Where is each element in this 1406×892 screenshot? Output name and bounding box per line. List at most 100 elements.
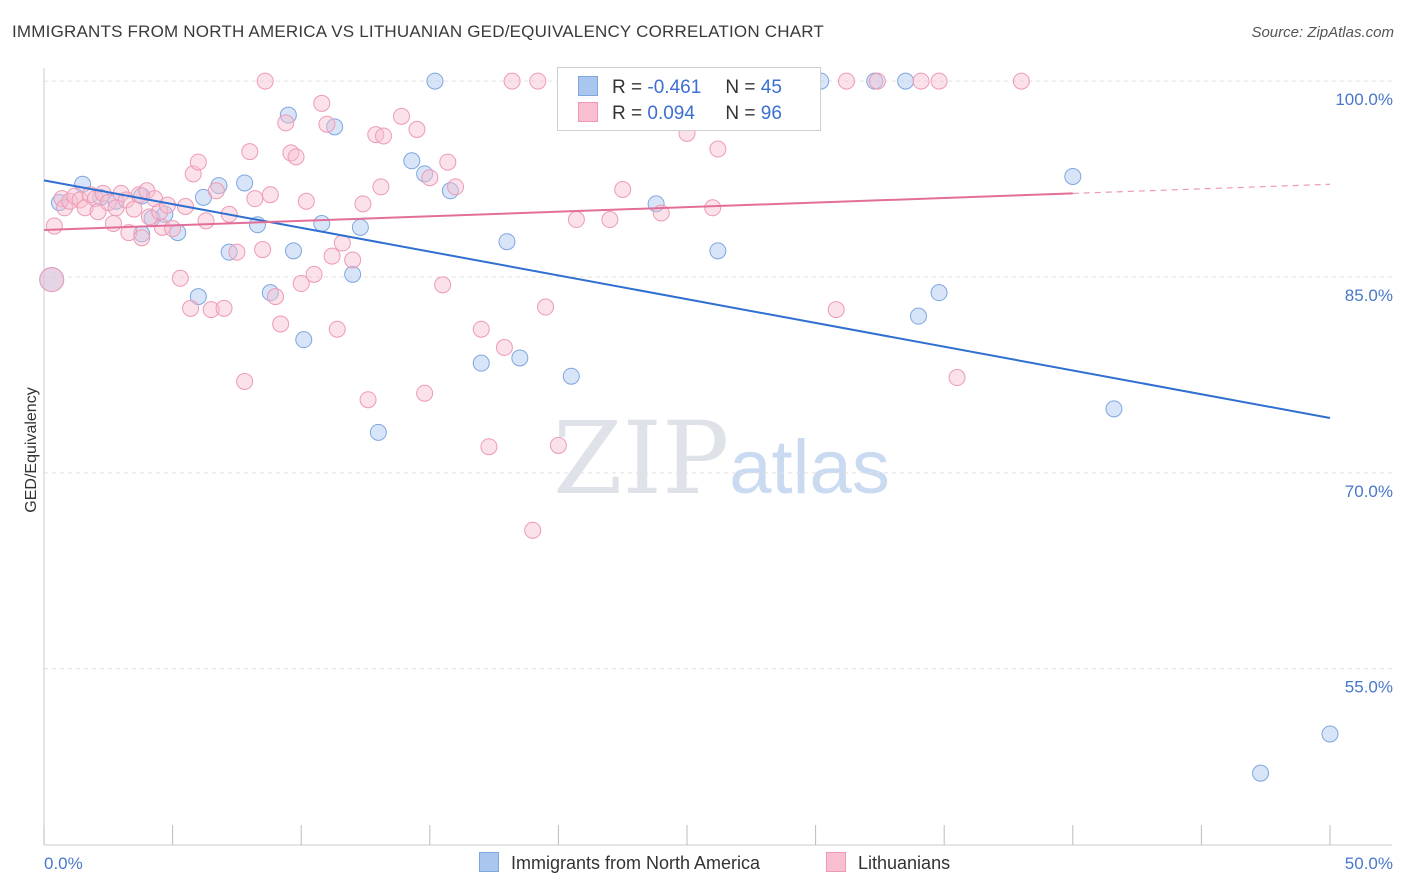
data-point-pink xyxy=(354,195,372,213)
data-point-pink xyxy=(416,384,434,402)
data-point-pink xyxy=(140,208,158,226)
data-point-pink xyxy=(837,72,855,90)
data-point-pink xyxy=(447,178,465,196)
data-point-pink xyxy=(45,217,63,235)
data-point-blue xyxy=(344,265,362,283)
y-tick-label: 70.0% xyxy=(1345,482,1393,501)
data-point-blue xyxy=(295,331,313,349)
data-point-blue xyxy=(403,152,421,170)
trend-line-blue xyxy=(43,179,1331,419)
data-point-pink xyxy=(207,182,225,200)
y-tick-label: 100.0% xyxy=(1335,90,1393,109)
data-point-pink xyxy=(292,275,310,293)
data-point-pink xyxy=(256,72,274,90)
data-point-pink xyxy=(104,214,122,232)
data-point-pink xyxy=(313,94,331,112)
trend-line-extension-pink xyxy=(1072,183,1331,195)
bottom-legend-north-america: Immigrants from North America xyxy=(479,852,760,874)
data-point-blue xyxy=(1252,764,1270,782)
data-point-blue xyxy=(930,284,948,302)
series-blue xyxy=(39,72,1339,782)
bottom-legend-lithuanians: Lithuanians xyxy=(826,852,950,874)
data-point-pink xyxy=(39,267,65,293)
data-point-blue xyxy=(709,242,727,260)
data-point-pink xyxy=(323,247,341,265)
data-point-pink xyxy=(261,186,279,204)
legend-r-label: R = xyxy=(612,77,643,98)
data-point-pink xyxy=(930,72,948,90)
data-point-pink xyxy=(480,438,498,456)
data-point-blue xyxy=(426,72,444,90)
legend-r-label: R = xyxy=(612,103,643,124)
data-point-blue xyxy=(511,349,529,367)
data-point-pink xyxy=(704,199,722,217)
data-point-pink xyxy=(297,192,315,210)
data-point-pink xyxy=(228,243,246,261)
data-point-pink xyxy=(120,224,138,242)
data-point-pink xyxy=(254,241,272,259)
x-tick-label: 50.0% xyxy=(1345,854,1393,873)
data-point-pink xyxy=(277,114,295,132)
data-point-blue xyxy=(909,307,927,325)
data-point-pink xyxy=(393,107,411,125)
bottom-legend-label: Lithuanians xyxy=(858,853,951,873)
data-point-blue xyxy=(369,423,387,441)
data-point-pink xyxy=(567,211,585,229)
data-point-pink xyxy=(272,315,290,333)
chart-source: Source: ZipAtlas.com xyxy=(1251,24,1394,41)
data-point-pink xyxy=(318,115,336,133)
data-point-blue xyxy=(1064,167,1082,185)
data-point-blue xyxy=(189,288,207,306)
data-point-pink xyxy=(868,72,886,90)
data-point-blue xyxy=(472,354,490,372)
y-axis-label: GED/Equivalency xyxy=(23,387,40,512)
y-tick-label: 85.0% xyxy=(1345,286,1393,305)
series-pink xyxy=(39,72,1030,539)
data-point-pink xyxy=(372,178,390,196)
bottom-legend-label: Immigrants from North America xyxy=(511,853,761,873)
data-point-pink xyxy=(549,436,567,454)
data-point-blue xyxy=(284,242,302,260)
data-point-blue xyxy=(562,367,580,385)
data-point-pink xyxy=(709,140,727,158)
data-point-pink xyxy=(948,369,966,387)
data-point-pink xyxy=(305,265,323,283)
data-point-pink xyxy=(246,190,264,208)
bottom-legend-swatch-blue xyxy=(479,852,499,872)
watermark-zip: ZIP xyxy=(553,400,730,517)
legend-row-north-america: R = -0.461 N = 45 xyxy=(578,76,782,102)
bottom-legend-swatch-pink xyxy=(826,852,846,872)
data-point-pink xyxy=(189,153,207,171)
data-point-pink xyxy=(408,120,426,138)
data-point-pink xyxy=(495,338,513,356)
data-point-pink xyxy=(266,288,284,306)
legend-r-value: 0.094 xyxy=(647,103,695,124)
data-point-pink xyxy=(182,299,200,317)
data-point-pink xyxy=(236,372,254,390)
data-point-pink xyxy=(537,298,555,316)
data-point-pink xyxy=(439,153,457,171)
legend-swatch-pink xyxy=(578,102,598,122)
legend-n-value: 45 xyxy=(760,77,782,98)
data-point-pink xyxy=(171,269,189,287)
data-point-pink xyxy=(125,200,143,218)
data-point-pink xyxy=(287,148,305,166)
legend-swatch-blue xyxy=(578,76,598,96)
data-point-pink xyxy=(375,127,393,145)
legend-row-lithuanians: R = 0.094 N = 96 xyxy=(578,102,782,128)
data-point-pink xyxy=(344,251,362,269)
data-point-blue xyxy=(236,174,254,192)
data-point-pink xyxy=(1012,72,1030,90)
data-point-pink xyxy=(215,299,233,317)
data-point-pink xyxy=(614,180,632,198)
data-point-blue xyxy=(897,72,915,90)
data-point-blue xyxy=(1105,400,1123,418)
legend-n-value: 96 xyxy=(760,103,782,124)
data-point-pink xyxy=(529,72,547,90)
legend-n-label: N = xyxy=(725,77,756,98)
data-point-blue xyxy=(351,218,369,236)
data-point-pink xyxy=(328,320,346,338)
data-point-pink xyxy=(421,169,439,187)
data-point-blue xyxy=(1321,725,1339,743)
